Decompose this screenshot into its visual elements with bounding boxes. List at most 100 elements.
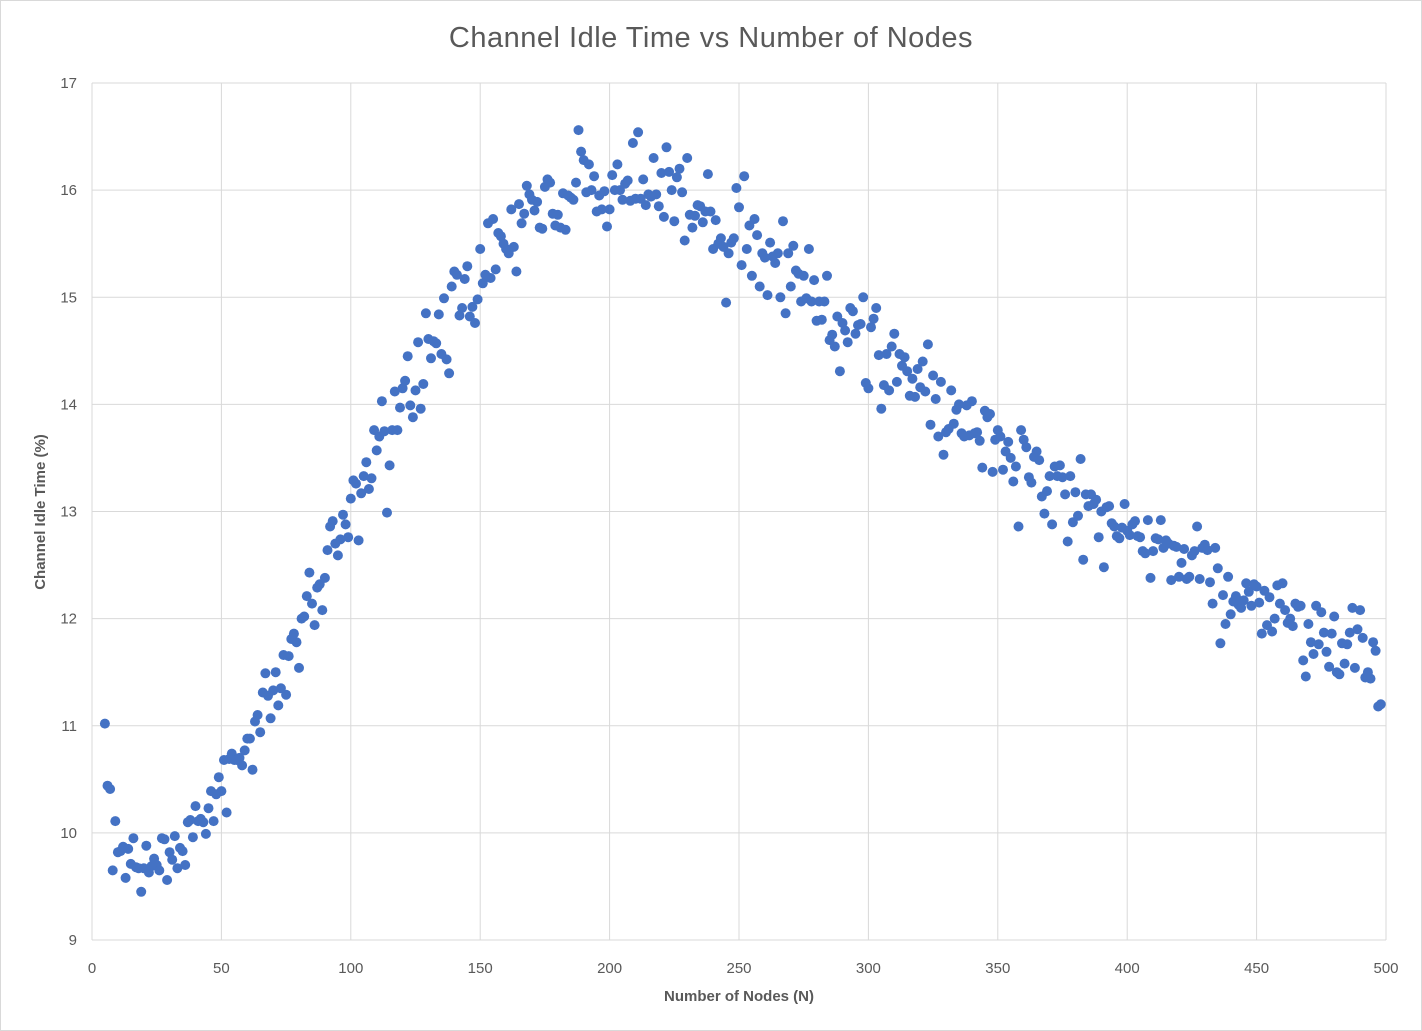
data-point (177, 846, 188, 857)
data-point (586, 185, 597, 196)
data-point (288, 628, 299, 639)
data-point (995, 431, 1006, 442)
data-point (1246, 600, 1257, 611)
data-point (1026, 477, 1037, 488)
data-point (1042, 486, 1052, 497)
data-point (873, 350, 884, 361)
data-point (433, 309, 444, 320)
data-point (1130, 516, 1140, 527)
data-point (366, 473, 377, 484)
data-point (340, 519, 351, 530)
data-point (273, 700, 284, 711)
data-point (1267, 626, 1278, 637)
data-point (863, 383, 874, 394)
data-point (682, 153, 693, 163)
data-point (457, 303, 468, 313)
data-point (571, 177, 581, 188)
x-tick-label: 450 (1244, 960, 1269, 977)
data-point (521, 180, 532, 191)
y-axis-label: Channel Idle Time (%) (32, 434, 49, 590)
data-point (353, 535, 364, 546)
data-point (358, 471, 369, 482)
data-point (886, 341, 897, 352)
data-point (356, 488, 367, 499)
data-point (338, 509, 348, 520)
data-point (1189, 546, 1200, 557)
data-point (1155, 515, 1166, 526)
data-point (1347, 602, 1358, 613)
data-point (475, 244, 486, 254)
data-point (407, 412, 418, 423)
data-point (1349, 662, 1360, 673)
y-tick-label: 13 (60, 504, 77, 521)
data-point (1238, 595, 1249, 606)
data-point (599, 186, 610, 197)
data-point (270, 667, 281, 678)
data-point (1316, 607, 1327, 618)
data-point (985, 409, 995, 419)
data-point (780, 308, 791, 319)
data-point (850, 328, 861, 339)
data-point (454, 310, 465, 321)
data-point (1039, 508, 1050, 519)
data-point (891, 376, 902, 387)
data-point (633, 127, 644, 138)
data-point (788, 240, 799, 251)
data-point (770, 258, 781, 268)
data-point (589, 171, 600, 182)
data-point (99, 718, 110, 729)
data-point (180, 860, 191, 870)
data-point (1285, 613, 1296, 624)
data-point (514, 199, 524, 210)
data-point (537, 223, 548, 234)
data-point (376, 396, 387, 407)
data-point (622, 175, 633, 186)
data-point (472, 294, 483, 305)
data-point (1140, 548, 1151, 559)
data-point (946, 385, 957, 396)
data-point (912, 364, 923, 374)
data-point (187, 832, 198, 843)
data-point (1318, 627, 1329, 638)
data-point (327, 516, 338, 527)
y-tick-label: 14 (60, 396, 77, 413)
data-point (987, 466, 998, 477)
data-point (723, 248, 734, 259)
data-point (1124, 530, 1135, 541)
data-point (754, 281, 765, 292)
data-point (819, 296, 830, 307)
data-point (1021, 442, 1032, 453)
data-point (884, 385, 895, 396)
data-point (332, 550, 343, 561)
data-point (304, 567, 315, 578)
data-point (371, 445, 382, 456)
data-point (1013, 521, 1024, 532)
data-point (319, 572, 330, 583)
data-point (1225, 609, 1236, 620)
data-point (734, 202, 744, 213)
y-tick-label: 11 (61, 718, 77, 735)
data-point (1254, 597, 1265, 608)
data-point (545, 177, 556, 188)
data-point (384, 460, 395, 471)
data-point (809, 275, 820, 286)
data-point (511, 266, 522, 277)
data-point (1018, 434, 1029, 445)
y-tick-label: 15 (60, 289, 77, 306)
data-point (822, 270, 832, 281)
data-point (728, 233, 739, 244)
x-tick-label: 500 (1373, 960, 1398, 977)
data-point (413, 337, 424, 348)
data-point (1264, 592, 1275, 603)
data-point (1075, 454, 1086, 464)
data-point (938, 449, 949, 460)
x-tick-label: 200 (597, 960, 622, 977)
data-point (532, 196, 543, 207)
data-point (661, 142, 672, 153)
data-point (930, 394, 941, 404)
data-point (1194, 574, 1205, 584)
data-point (651, 189, 662, 200)
data-point (470, 318, 480, 328)
data-point (439, 293, 449, 304)
